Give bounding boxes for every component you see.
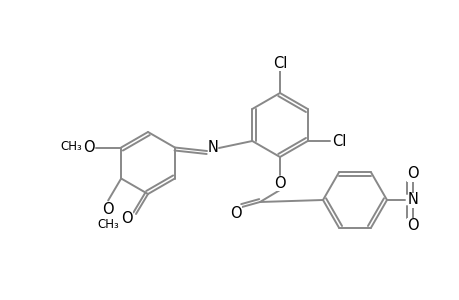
Text: Cl: Cl bbox=[332, 134, 346, 148]
Text: O: O bbox=[83, 140, 95, 155]
Text: O: O bbox=[274, 176, 285, 190]
Text: N: N bbox=[207, 140, 218, 155]
Text: N: N bbox=[407, 193, 418, 208]
Text: O: O bbox=[121, 212, 133, 226]
Text: O: O bbox=[102, 202, 114, 217]
Text: O: O bbox=[406, 167, 418, 182]
Text: CH₃: CH₃ bbox=[97, 218, 119, 231]
Text: Cl: Cl bbox=[272, 56, 286, 70]
Text: O: O bbox=[230, 206, 241, 220]
Text: CH₃: CH₃ bbox=[60, 140, 82, 153]
Text: O: O bbox=[406, 218, 418, 233]
